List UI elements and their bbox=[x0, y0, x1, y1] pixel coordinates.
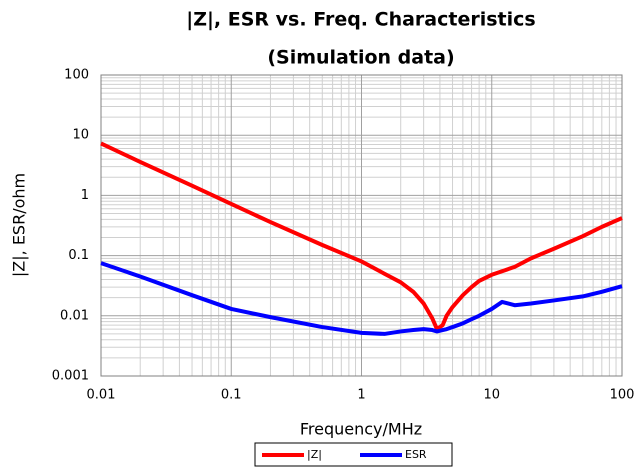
x-axis-label: Frequency/MHz bbox=[300, 420, 422, 439]
x-tick-label: 100 bbox=[610, 388, 635, 403]
legend-label: |Z| bbox=[307, 448, 322, 461]
legend-box bbox=[254, 442, 453, 467]
series-line bbox=[100, 261, 623, 336]
y-tick-label: 0.01 bbox=[60, 308, 89, 323]
y-tick-label: 0.1 bbox=[68, 248, 89, 263]
legend-label: ESR bbox=[405, 448, 427, 461]
plot-border bbox=[100, 74, 623, 377]
x-tick-label: 0.01 bbox=[87, 388, 116, 403]
x-tick-label: 0.1 bbox=[221, 388, 242, 403]
y-tick-label: 1 bbox=[81, 188, 89, 203]
x-tick-label: 1 bbox=[357, 388, 365, 403]
series-line bbox=[100, 141, 623, 332]
chart-title: |Z|, ESR vs. Freq. Characteristics bbox=[186, 9, 535, 31]
y-tick-label: 100 bbox=[64, 68, 89, 83]
x-tick-label: 10 bbox=[483, 388, 500, 403]
chart-subtitle: (Simulation data) bbox=[267, 47, 454, 69]
y-axis-label: |Z|, ESR/ohm bbox=[10, 173, 29, 277]
y-tick-label: 0.001 bbox=[52, 369, 89, 384]
y-tick-label: 10 bbox=[72, 128, 89, 143]
